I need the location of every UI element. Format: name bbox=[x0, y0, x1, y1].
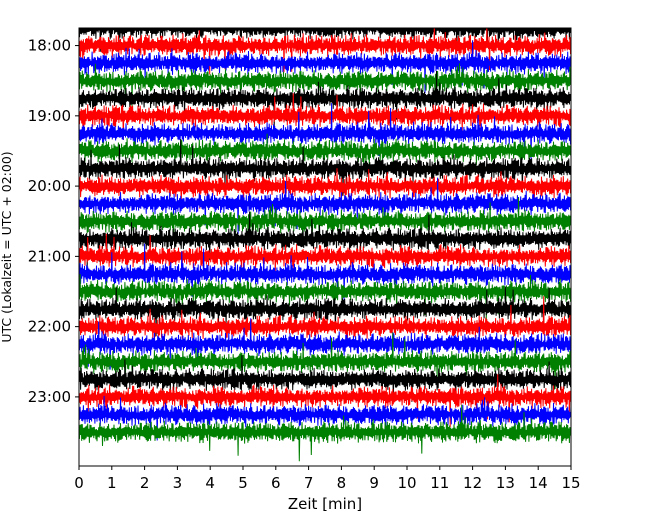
seismogram-trace bbox=[79, 296, 571, 339]
x-tick-label: 0 bbox=[74, 474, 84, 492]
seismogram-trace bbox=[79, 318, 571, 370]
x-tick-label: 15 bbox=[561, 474, 580, 492]
x-tick-label: 13 bbox=[496, 474, 515, 492]
x-tick-label: 8 bbox=[337, 474, 347, 492]
x-axis: 0 1 2 3 4 5 6 7 8 9 10 11 12 13 14 15 bbox=[74, 466, 581, 492]
y-tick-label: 22:00 bbox=[28, 318, 71, 336]
x-axis-label: Zeit [min] bbox=[288, 495, 362, 513]
seismogram-trace bbox=[79, 197, 571, 239]
x-tick-label: 10 bbox=[397, 474, 416, 492]
x-tick-label: 12 bbox=[463, 474, 482, 492]
seismogram-trace bbox=[79, 133, 571, 169]
x-tick-label: 11 bbox=[430, 474, 449, 492]
x-tick-label: 14 bbox=[529, 474, 548, 492]
seismogram-trace bbox=[79, 40, 571, 94]
y-axis: 18:00 19:00 20:00 21:00 22:00 23:00 bbox=[28, 37, 79, 406]
x-tick-label: 2 bbox=[140, 474, 150, 492]
seismogram-trace bbox=[79, 404, 571, 462]
seismogram-trace bbox=[79, 274, 571, 321]
plot-frame bbox=[78, 27, 572, 467]
seismogram-trace bbox=[79, 233, 571, 275]
seismogram-trace bbox=[79, 374, 571, 428]
seismogram-trace bbox=[79, 243, 571, 301]
seismogram-trace bbox=[79, 211, 571, 269]
y-tick-label: 20:00 bbox=[28, 177, 71, 195]
y-tick-label: 19:00 bbox=[28, 107, 71, 125]
seismogram-trace bbox=[79, 93, 571, 140]
y-tick-label: 18:00 bbox=[28, 37, 71, 55]
seismogram-trace bbox=[79, 286, 571, 337]
seismogram-trace bbox=[79, 177, 571, 235]
seismogram-trace bbox=[79, 395, 571, 441]
y-axis-label: UTC (Lokalzeit = UTC + 02:00) bbox=[0, 151, 14, 342]
seismogram-trace bbox=[79, 70, 571, 128]
seismogram-trace bbox=[79, 355, 571, 402]
y-tick-label: 23:00 bbox=[28, 388, 71, 406]
seismogram-trace bbox=[79, 28, 571, 75]
x-tick-label: 1 bbox=[107, 474, 117, 492]
seismogram-trace bbox=[79, 332, 571, 390]
x-tick-label: 7 bbox=[304, 474, 314, 492]
x-tick-label: 3 bbox=[173, 474, 183, 492]
seismogram-trace bbox=[79, 139, 571, 196]
seismogram-trace bbox=[79, 62, 571, 107]
x-tick-label: 5 bbox=[238, 474, 248, 492]
x-tick-label: 9 bbox=[369, 474, 379, 492]
x-tick-label: 6 bbox=[271, 474, 281, 492]
seismogram-trace bbox=[79, 103, 571, 160]
y-tick-label: 21:00 bbox=[28, 247, 71, 265]
trace-group bbox=[79, 28, 571, 462]
x-tick-label: 4 bbox=[205, 474, 215, 492]
seismogram-trace bbox=[79, 168, 571, 209]
